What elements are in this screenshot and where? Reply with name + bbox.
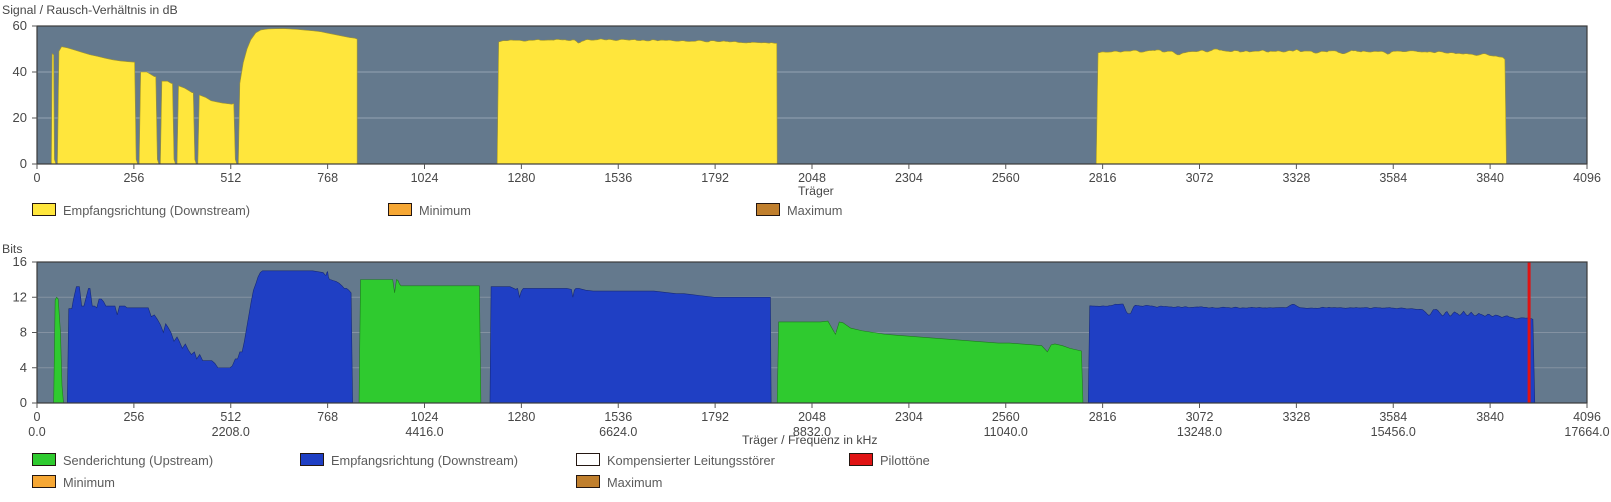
svg-text:2048: 2048 bbox=[798, 410, 826, 424]
svg-text:4416.0: 4416.0 bbox=[405, 425, 443, 439]
svg-text:3072: 3072 bbox=[1186, 171, 1214, 185]
svg-text:768: 768 bbox=[317, 171, 338, 185]
svg-text:60: 60 bbox=[13, 18, 27, 33]
svg-text:2816: 2816 bbox=[1089, 410, 1117, 424]
svg-text:15456.0: 15456.0 bbox=[1371, 425, 1416, 439]
svg-text:3840: 3840 bbox=[1476, 410, 1504, 424]
svg-text:2304: 2304 bbox=[895, 410, 923, 424]
svg-text:2560: 2560 bbox=[992, 410, 1020, 424]
svg-text:40: 40 bbox=[13, 64, 27, 79]
svg-text:1280: 1280 bbox=[507, 171, 535, 185]
svg-text:1792: 1792 bbox=[701, 171, 729, 185]
svg-text:1536: 1536 bbox=[604, 171, 632, 185]
svg-text:0: 0 bbox=[20, 395, 27, 410]
svg-text:1024: 1024 bbox=[411, 410, 439, 424]
svg-text:6624.0: 6624.0 bbox=[599, 425, 637, 439]
svg-text:17664.0: 17664.0 bbox=[1564, 425, 1609, 439]
svg-text:4096: 4096 bbox=[1573, 410, 1601, 424]
svg-text:3072: 3072 bbox=[1186, 410, 1214, 424]
svg-text:256: 256 bbox=[123, 171, 144, 185]
svg-text:256: 256 bbox=[123, 410, 144, 424]
svg-text:512: 512 bbox=[220, 171, 241, 185]
svg-text:0: 0 bbox=[34, 410, 41, 424]
svg-text:3584: 3584 bbox=[1379, 171, 1407, 185]
svg-text:4096: 4096 bbox=[1573, 171, 1601, 185]
svg-text:512: 512 bbox=[220, 410, 241, 424]
svg-text:2304: 2304 bbox=[895, 171, 923, 185]
svg-text:12: 12 bbox=[13, 289, 27, 304]
svg-text:16: 16 bbox=[13, 254, 27, 269]
svg-text:1024: 1024 bbox=[411, 171, 439, 185]
svg-text:0: 0 bbox=[20, 156, 27, 171]
svg-text:3328: 3328 bbox=[1282, 171, 1310, 185]
svg-text:4: 4 bbox=[20, 360, 27, 375]
svg-text:2560: 2560 bbox=[992, 171, 1020, 185]
svg-text:13248.0: 13248.0 bbox=[1177, 425, 1222, 439]
svg-text:2816: 2816 bbox=[1089, 171, 1117, 185]
svg-text:2208.0: 2208.0 bbox=[212, 425, 250, 439]
svg-text:3328: 3328 bbox=[1282, 410, 1310, 424]
svg-text:0: 0 bbox=[34, 171, 41, 185]
svg-text:0.0: 0.0 bbox=[28, 425, 45, 439]
svg-text:3840: 3840 bbox=[1476, 171, 1504, 185]
svg-text:3584: 3584 bbox=[1379, 410, 1407, 424]
svg-text:1792: 1792 bbox=[701, 410, 729, 424]
svg-text:1280: 1280 bbox=[507, 410, 535, 424]
svg-text:1536: 1536 bbox=[604, 410, 632, 424]
svg-text:11040.0: 11040.0 bbox=[984, 425, 1028, 439]
svg-text:768: 768 bbox=[317, 410, 338, 424]
svg-text:2048: 2048 bbox=[798, 171, 826, 185]
svg-text:8: 8 bbox=[20, 325, 27, 340]
svg-text:20: 20 bbox=[13, 110, 27, 125]
